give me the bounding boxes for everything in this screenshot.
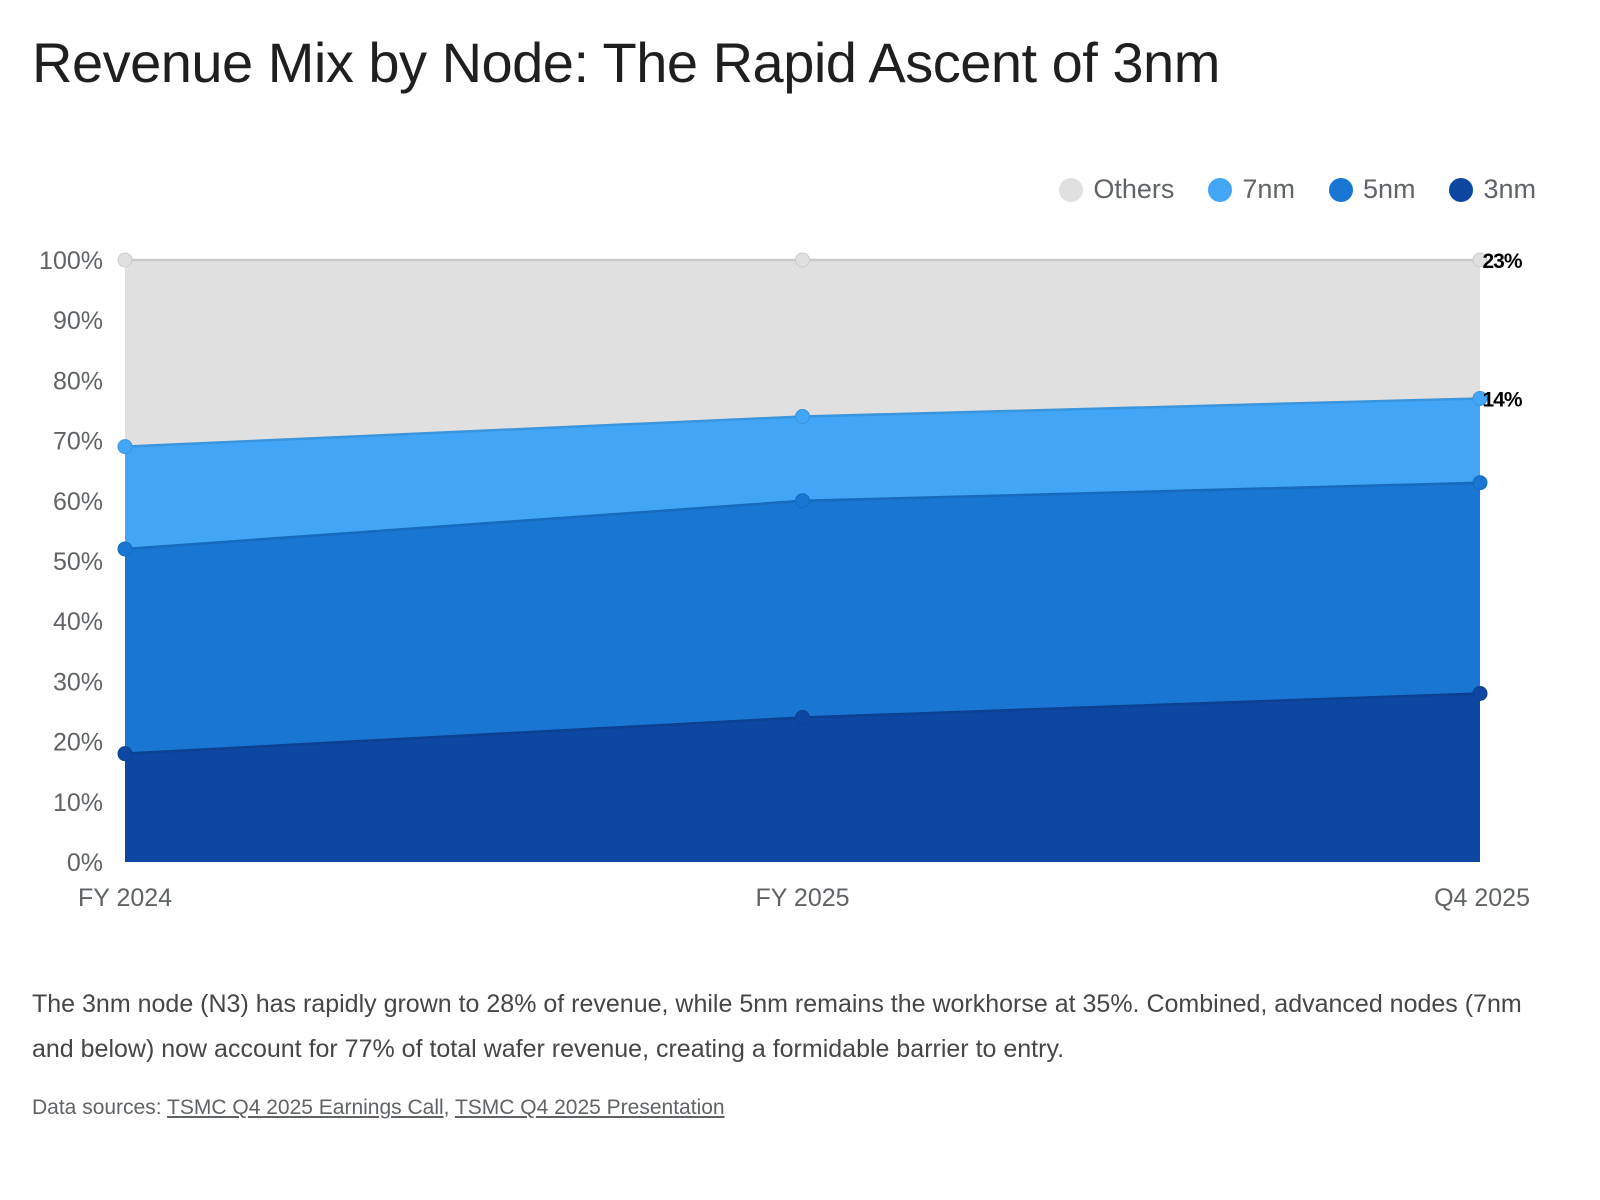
y-tick-label: 60% (53, 488, 103, 516)
point-others-0[interactable] (117, 252, 133, 268)
source-link-presentation[interactable]: TSMC Q4 2025 Presentation (454, 1096, 725, 1119)
point-others-1[interactable] (795, 252, 810, 268)
x-tick-label: FY 2025 (755, 884, 849, 912)
legend-swatch-others (1059, 177, 1084, 202)
legend-item-5nm[interactable]: 5nm (1328, 174, 1416, 205)
point-7nm-2[interactable] (1472, 390, 1488, 406)
y-tick-label: 50% (53, 548, 103, 576)
y-tick-label: 100% (39, 247, 103, 275)
point-3nm-2[interactable] (1472, 685, 1488, 701)
y-tick-label: 20% (53, 729, 103, 757)
point-7nm-0[interactable] (117, 439, 133, 455)
legend-label-7nm: 7nm (1242, 174, 1295, 204)
y-tick-label: 30% (53, 668, 103, 696)
sources-prefix: Data sources: (32, 1096, 162, 1119)
area-7nm (125, 398, 1480, 549)
point-5nm-1[interactable] (795, 493, 810, 509)
legend-label-5nm: 5nm (1362, 174, 1416, 204)
y-tick-label: 0% (67, 849, 103, 877)
area-chart: 28 35 14% 23% 0% 10% 20% 30% 40% 50% 60% 70% 80% 90% 1… (39, 247, 1530, 912)
area-others (125, 260, 1480, 447)
y-tick-label: 10% (53, 789, 103, 817)
y-tick-label: 90% (53, 307, 103, 335)
point-others-2[interactable] (1472, 252, 1488, 268)
legend-item-3nm[interactable]: 3nm (1449, 174, 1536, 205)
y-tick-label: 70% (53, 428, 103, 456)
sources-separator: , (443, 1096, 455, 1119)
legend-swatch-3nm (1449, 177, 1474, 202)
area-5nm (125, 482, 1480, 754)
end-label-3nm: 28 (1491, 683, 1514, 706)
end-label-5nm: 35 (1491, 473, 1514, 496)
y-tick-label: 40% (53, 608, 103, 636)
point-7nm-1[interactable] (795, 409, 810, 425)
point-3nm-1[interactable] (795, 710, 810, 726)
chart-description: The 3nm node (N3) has rapidly grown to 2… (32, 990, 1522, 1063)
point-5nm-0[interactable] (117, 541, 133, 557)
end-label-others: 23% (1482, 250, 1522, 273)
point-3nm-0[interactable] (117, 746, 133, 762)
legend-item-others[interactable]: Others (1059, 174, 1174, 205)
legend-item-7nm[interactable]: 7nm (1208, 174, 1295, 205)
chart-title: Revenue Mix by Node: The Rapid Ascent of… (32, 31, 1220, 94)
legend-swatch-7nm (1208, 177, 1233, 202)
legend-swatch-5nm (1328, 177, 1353, 202)
source-link-earnings-call[interactable]: TSMC Q4 2025 Earnings Call (167, 1096, 444, 1119)
x-tick-label: FY 2024 (78, 884, 172, 912)
legend-label-3nm: 3nm (1483, 174, 1536, 204)
point-5nm-2[interactable] (1472, 475, 1488, 491)
y-tick-label: 80% (53, 367, 103, 395)
data-sources: Data sources: TSMC Q4 2025 Earnings Call… (32, 1096, 725, 1120)
x-tick-label: Q4 2025 (1434, 884, 1530, 912)
end-label-7nm: 14% (1482, 388, 1522, 411)
legend-label-others: Others (1093, 174, 1175, 204)
chart-legend: Others 7nm 5nm 3nm (1059, 174, 1536, 205)
